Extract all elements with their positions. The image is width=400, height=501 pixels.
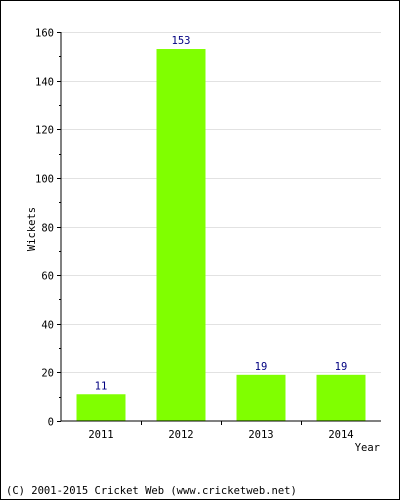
x-tick-label-2012: 2012 xyxy=(168,429,193,441)
value-label-2013: 19 xyxy=(255,361,268,373)
copyright-text: (C) 2001-2015 Cricket Web (www.cricketwe… xyxy=(6,485,297,497)
y-tick-labels: 0 20 40 60 80 100 120 140 160 xyxy=(35,28,54,429)
y-tick-label: 100 xyxy=(35,174,54,186)
y-tick-label: 140 xyxy=(35,77,54,89)
y-tick-label: 120 xyxy=(35,125,54,137)
value-label-2012: 153 xyxy=(172,35,191,47)
value-labels: 11 153 19 19 xyxy=(95,35,348,392)
bar-2011 xyxy=(76,394,126,421)
y-tick-label: 20 xyxy=(41,368,54,380)
value-label-2014: 19 xyxy=(335,361,348,373)
y-tick-label: 60 xyxy=(41,271,54,283)
x-axis-label: Year xyxy=(355,442,380,454)
y-tick-label: 0 xyxy=(48,417,54,429)
bar-2012 xyxy=(156,49,206,422)
y-tick-label: 80 xyxy=(41,223,54,235)
x-tick-label-2013: 2013 xyxy=(248,429,273,441)
x-tick-labels: 2011 2012 2013 2014 xyxy=(88,429,353,441)
bar-2013 xyxy=(236,374,286,421)
bars xyxy=(76,49,366,422)
value-label-2011: 11 xyxy=(95,380,108,392)
axes xyxy=(57,32,381,425)
x-tick-label-2014: 2014 xyxy=(328,429,353,441)
bar-2014 xyxy=(316,374,366,421)
y-tick-label: 40 xyxy=(41,320,54,332)
x-tick-label-2011: 2011 xyxy=(88,429,113,441)
y-axis-label: Wickets xyxy=(26,207,38,251)
grid-lines xyxy=(61,32,381,373)
y-tick-label: 160 xyxy=(35,28,54,40)
